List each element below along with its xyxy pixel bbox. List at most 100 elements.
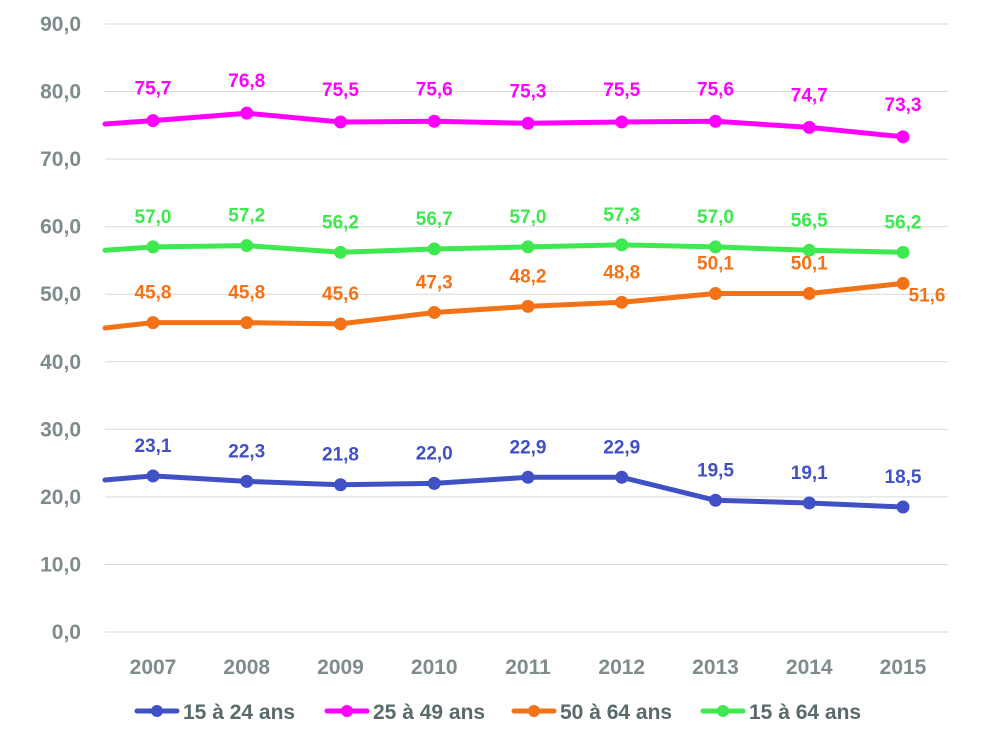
data-point bbox=[146, 316, 160, 330]
data-label: 76,8 bbox=[228, 71, 265, 92]
data-label: 22,0 bbox=[416, 443, 453, 464]
x-tick-label: 2014 bbox=[786, 656, 833, 679]
data-label: 22,9 bbox=[510, 437, 547, 458]
data-point bbox=[615, 115, 629, 129]
data-label: 57,2 bbox=[228, 206, 265, 227]
series-15--64-ans bbox=[102, 238, 910, 259]
data-point bbox=[802, 243, 816, 257]
x-tick-label: 2008 bbox=[223, 656, 270, 679]
y-tick-label: 60,0 bbox=[40, 216, 81, 239]
data-point bbox=[802, 120, 816, 134]
data-point bbox=[802, 287, 816, 301]
legend-label: 15 à 24 ans bbox=[183, 701, 295, 724]
data-label: 23,1 bbox=[135, 436, 172, 457]
data-point bbox=[896, 500, 910, 514]
series-line bbox=[102, 280, 906, 331]
data-label: 57,0 bbox=[135, 207, 172, 228]
x-tick-label: 2010 bbox=[411, 656, 458, 679]
data-label: 73,3 bbox=[885, 95, 922, 116]
legend-item: 15 à 24 ans bbox=[134, 701, 295, 724]
data-point bbox=[240, 316, 254, 330]
data-point bbox=[240, 474, 254, 488]
series-line bbox=[102, 242, 906, 255]
data-point bbox=[615, 238, 629, 252]
data-point bbox=[709, 114, 722, 128]
data-label: 75,6 bbox=[416, 79, 453, 100]
data-label: 50,1 bbox=[791, 254, 828, 275]
series-15--24-ans bbox=[102, 469, 910, 514]
data-point bbox=[521, 116, 535, 130]
data-point bbox=[427, 242, 441, 256]
legend-swatch-marker bbox=[528, 705, 540, 717]
data-point bbox=[334, 317, 347, 331]
y-tick-label: 70,0 bbox=[40, 148, 81, 171]
data-point bbox=[521, 240, 535, 254]
legend-label: 25 à 49 ans bbox=[373, 701, 485, 724]
legend-label: 50 à 64 ans bbox=[560, 701, 672, 724]
data-point bbox=[802, 496, 816, 510]
data-point bbox=[896, 245, 910, 259]
data-label: 45,8 bbox=[135, 283, 172, 304]
y-tick-label: 50,0 bbox=[40, 283, 81, 306]
data-label: 19,1 bbox=[791, 463, 828, 484]
data-label: 45,6 bbox=[322, 284, 359, 305]
data-point bbox=[146, 240, 160, 254]
x-tick-label: 2013 bbox=[692, 656, 739, 679]
data-label: 75,6 bbox=[697, 79, 734, 100]
series-line bbox=[102, 110, 906, 140]
data-label: 48,8 bbox=[603, 262, 640, 283]
data-labels: 23,1 22,3 21,8 22,0 22,9 22,9 19,5 19,1 18,5 75,7… bbox=[135, 71, 946, 488]
data-point bbox=[709, 287, 722, 301]
series-line bbox=[102, 473, 906, 510]
data-point bbox=[896, 276, 910, 290]
y-axis-ticks: 0,0 10,0 20,0 30,0 40,0 50,0 60,0 70,0 80,0 90,0 bbox=[40, 13, 81, 644]
data-label: 56,5 bbox=[791, 210, 828, 231]
legend-item: 15 à 64 ans bbox=[700, 701, 861, 724]
y-tick-label: 80,0 bbox=[40, 81, 81, 104]
y-tick-label: 20,0 bbox=[40, 486, 81, 509]
data-label: 57,0 bbox=[510, 207, 547, 228]
data-label: 75,5 bbox=[603, 80, 640, 101]
series-lines bbox=[102, 106, 910, 514]
data-point bbox=[334, 478, 347, 492]
data-label: 50,1 bbox=[697, 254, 734, 275]
y-tick-label: 40,0 bbox=[40, 351, 81, 374]
data-point bbox=[146, 114, 160, 128]
x-tick-label: 2007 bbox=[130, 656, 177, 679]
data-point bbox=[615, 470, 629, 484]
data-label: 22,3 bbox=[228, 441, 265, 462]
data-label: 57,0 bbox=[697, 207, 734, 228]
y-tick-label: 0,0 bbox=[52, 621, 81, 644]
data-point bbox=[427, 114, 441, 128]
series-25--49-ans bbox=[102, 106, 910, 144]
data-point bbox=[240, 106, 254, 120]
legend-swatch-marker bbox=[341, 705, 353, 717]
data-point bbox=[521, 299, 535, 313]
legend-item: 50 à 64 ans bbox=[511, 701, 672, 724]
data-label: 56,7 bbox=[416, 209, 453, 230]
data-label: 75,7 bbox=[135, 79, 172, 100]
data-point bbox=[896, 130, 910, 144]
legend-swatch-marker bbox=[151, 705, 163, 717]
data-label: 57,3 bbox=[603, 205, 640, 226]
data-label: 21,8 bbox=[322, 445, 359, 466]
data-label: 47,3 bbox=[416, 272, 453, 293]
data-label: 51,6 bbox=[909, 285, 946, 306]
legend-swatch-marker bbox=[717, 705, 729, 717]
x-tick-label: 2011 bbox=[505, 656, 551, 679]
gridlines bbox=[105, 23, 948, 633]
legend-label: 15 à 64 ans bbox=[749, 701, 861, 724]
data-point bbox=[334, 115, 347, 129]
data-label: 56,2 bbox=[885, 212, 922, 233]
series-50--64-ans bbox=[102, 276, 910, 331]
legend-item: 25 à 49 ans bbox=[324, 701, 485, 724]
x-tick-label: 2009 bbox=[317, 656, 364, 679]
data-label: 48,2 bbox=[510, 266, 547, 287]
data-point bbox=[709, 493, 722, 507]
legend: 15 à 24 ans 25 à 49 ans 50 à 64 ans 15 à 64… bbox=[134, 701, 861, 724]
data-label: 19,5 bbox=[697, 460, 734, 481]
data-label: 75,3 bbox=[510, 81, 547, 102]
data-point bbox=[709, 240, 722, 254]
